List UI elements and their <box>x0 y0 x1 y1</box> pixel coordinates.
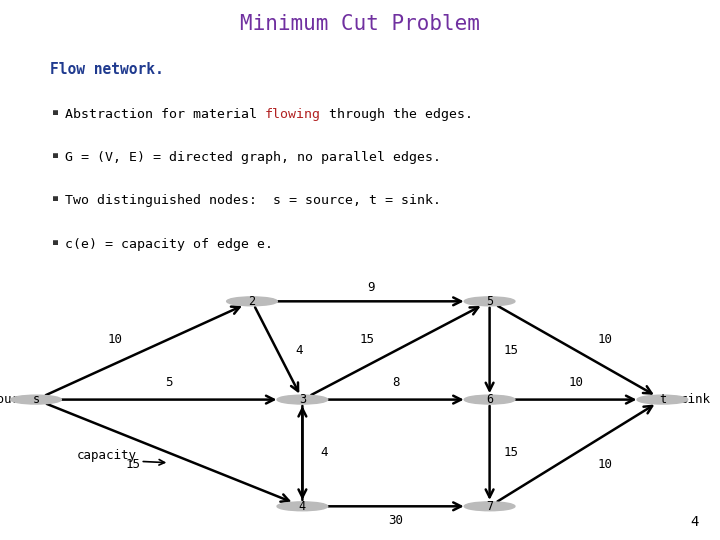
Ellipse shape <box>277 502 328 511</box>
Text: 4: 4 <box>295 344 302 357</box>
Text: ■: ■ <box>53 151 58 160</box>
Text: Flow network.: Flow network. <box>50 62 164 77</box>
Text: 5: 5 <box>486 295 493 308</box>
Text: 4: 4 <box>690 515 698 529</box>
Text: 9: 9 <box>367 281 374 294</box>
Ellipse shape <box>464 502 515 511</box>
Text: c(e) = capacity of edge e.: c(e) = capacity of edge e. <box>65 238 273 251</box>
Text: 15: 15 <box>126 458 140 471</box>
Text: ■: ■ <box>53 238 58 247</box>
Text: 3: 3 <box>299 393 306 406</box>
Ellipse shape <box>11 395 61 404</box>
Text: through the edges.: through the edges. <box>321 108 473 121</box>
Text: 2: 2 <box>248 295 256 308</box>
Text: t: t <box>659 393 666 406</box>
Ellipse shape <box>277 395 328 404</box>
Text: source: source <box>0 393 35 406</box>
Text: 10: 10 <box>108 333 122 346</box>
Text: capacity: capacity <box>77 449 137 462</box>
Ellipse shape <box>637 395 688 404</box>
Ellipse shape <box>227 297 277 306</box>
Text: 15: 15 <box>504 447 518 460</box>
Text: ■: ■ <box>53 108 58 117</box>
Text: 7: 7 <box>486 500 493 513</box>
Text: ■: ■ <box>53 194 58 204</box>
Text: 10: 10 <box>569 376 583 389</box>
Text: 15: 15 <box>504 344 518 357</box>
Text: flowing: flowing <box>265 108 321 121</box>
Text: Two distinguished nodes:  s = source, t = sink.: Two distinguished nodes: s = source, t =… <box>65 194 441 207</box>
Text: Abstraction for material: Abstraction for material <box>65 108 265 121</box>
Text: 4: 4 <box>320 447 328 460</box>
Text: 10: 10 <box>598 333 612 346</box>
Text: 8: 8 <box>392 376 400 389</box>
Text: sink: sink <box>680 393 711 406</box>
Text: 5: 5 <box>166 376 173 389</box>
Text: 6: 6 <box>486 393 493 406</box>
Ellipse shape <box>464 297 515 306</box>
Text: 10: 10 <box>598 458 612 471</box>
Text: 30: 30 <box>389 514 403 527</box>
Text: s: s <box>32 393 40 406</box>
Text: 4: 4 <box>299 500 306 513</box>
Ellipse shape <box>464 395 515 404</box>
Text: 15: 15 <box>360 333 374 346</box>
Text: Minimum Cut Problem: Minimum Cut Problem <box>240 14 480 33</box>
Text: G = (V, E) = directed graph, no parallel edges.: G = (V, E) = directed graph, no parallel… <box>65 151 441 164</box>
